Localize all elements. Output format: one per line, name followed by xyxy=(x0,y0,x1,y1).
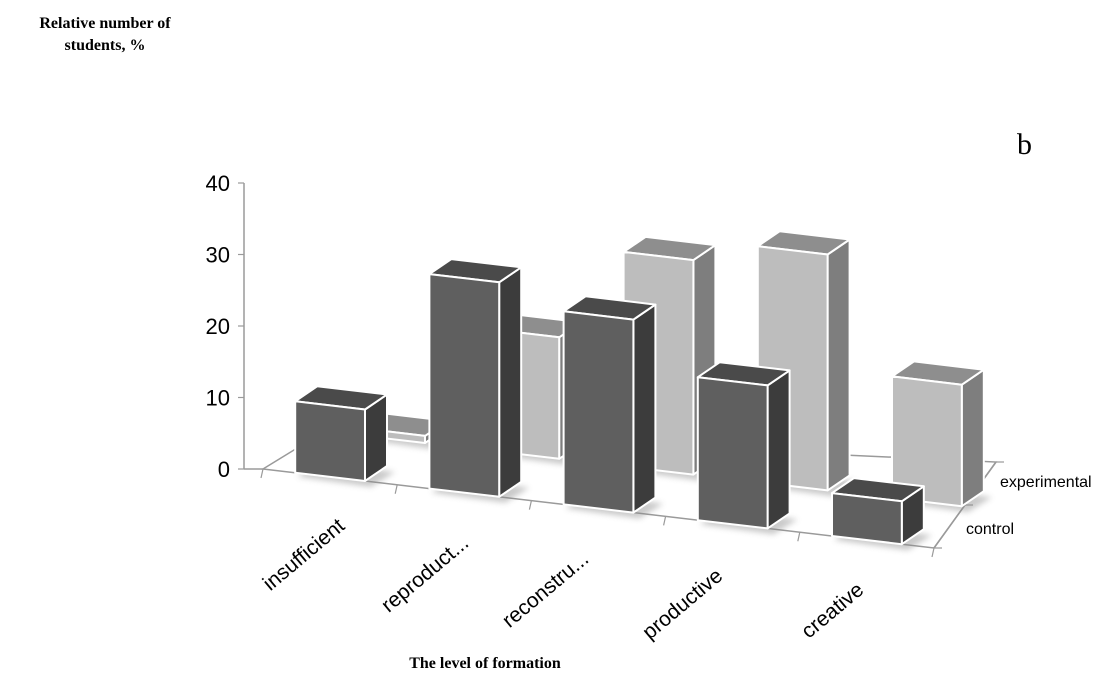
y-axis-title-line-2: students, % xyxy=(65,37,146,54)
bar-side xyxy=(766,369,791,530)
bar-side xyxy=(960,368,985,508)
category-label-3: reconstru... xyxy=(498,547,593,632)
y-tick-label: 40 xyxy=(206,171,230,196)
x-tick-mark xyxy=(260,468,264,479)
y-axis-title-line-1: Relative number of xyxy=(39,15,171,32)
bar-front xyxy=(696,376,769,530)
bar-side xyxy=(498,266,523,498)
category-label-4: productive xyxy=(638,564,727,644)
y-tick-label: 10 xyxy=(206,386,230,411)
x-tick-mark xyxy=(931,547,935,558)
bar-control-2 xyxy=(562,295,664,519)
bar-control-4 xyxy=(831,477,932,551)
bars xyxy=(294,230,992,551)
bar-experimental-4 xyxy=(891,360,992,513)
bar-control-0 xyxy=(294,385,395,487)
panel-letter: b xyxy=(1017,128,1032,161)
x-tick-mark xyxy=(394,484,398,494)
bar-control-3 xyxy=(696,361,798,535)
bar-side xyxy=(826,238,851,492)
category-label-5: creative xyxy=(797,578,868,643)
y-tick-label: 30 xyxy=(206,243,230,268)
bar-control-1 xyxy=(428,258,530,503)
depth-label-experimental: experimental xyxy=(1000,474,1092,491)
bar-front xyxy=(294,400,366,482)
bar-front xyxy=(562,310,635,514)
x-axis-title: The level of formation xyxy=(409,655,561,672)
y-tick-label: 20 xyxy=(206,314,230,339)
x-tick-mark xyxy=(797,532,801,542)
category-label-1: insufficient xyxy=(259,514,350,595)
x-tick-mark xyxy=(663,516,667,526)
y-axis-title: Relative number of students, % xyxy=(39,15,171,54)
bar-front xyxy=(428,273,501,498)
y-tick-label: 0 xyxy=(218,457,230,482)
depth-label-control: control xyxy=(966,521,1014,538)
bar-side xyxy=(632,303,657,514)
category-label-2: reproduct... xyxy=(377,531,473,617)
x-tick-mark xyxy=(528,500,532,510)
bar-front xyxy=(831,492,903,546)
bar-front xyxy=(891,375,963,508)
